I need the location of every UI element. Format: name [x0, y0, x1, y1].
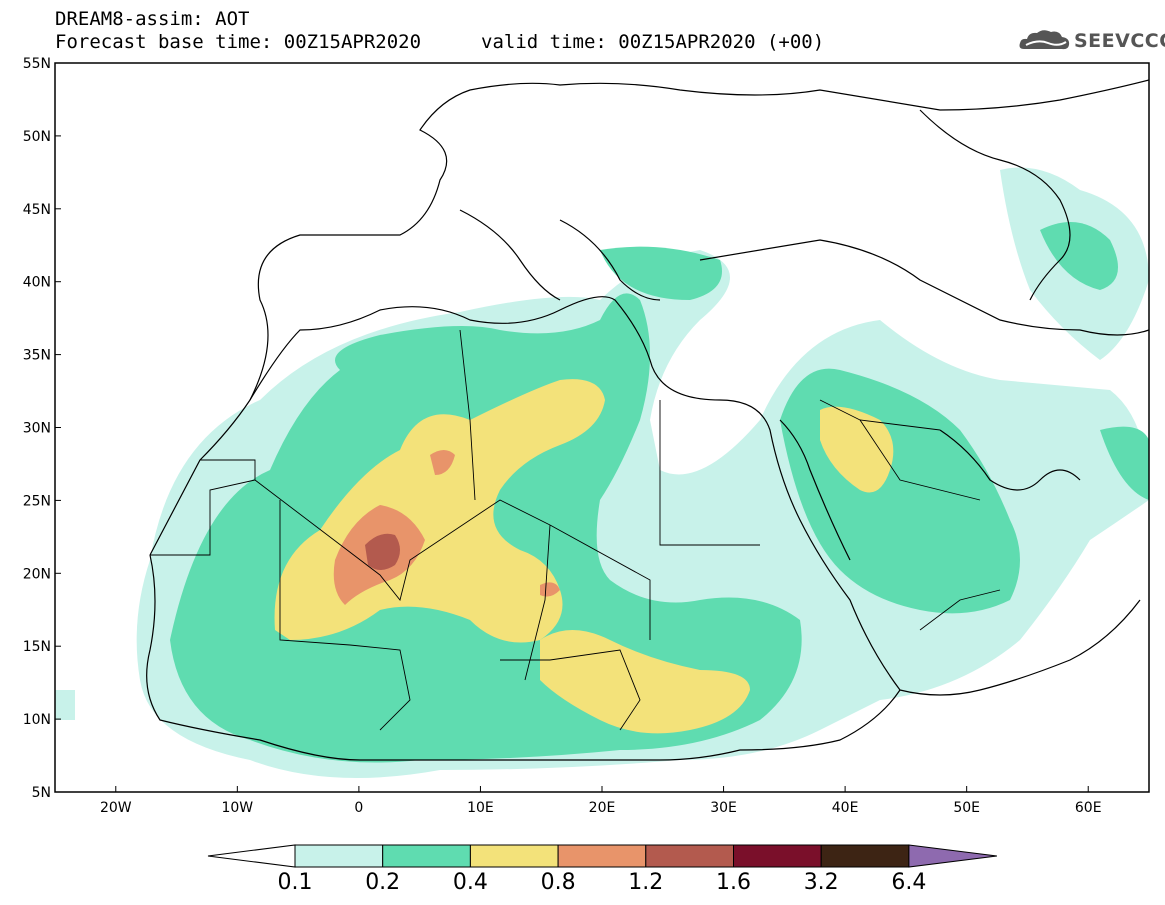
colorbar-swatch	[294, 844, 384, 868]
colorbar-swatch	[733, 844, 822, 868]
coastlines	[146, 79, 1149, 761]
lon-label: 20E	[589, 800, 616, 816]
lat-label: 5N	[32, 785, 51, 801]
colorbar-label: 0.1	[278, 870, 313, 895]
colorbar-label: 1.2	[628, 870, 663, 895]
lat-label: 10N	[23, 712, 51, 728]
logo-text: SEEVCCC	[1074, 30, 1165, 52]
lat-label: 20N	[23, 566, 51, 582]
axis-ticks	[55, 62, 1089, 793]
borders	[150, 329, 1001, 731]
lon-label: 0	[354, 800, 363, 816]
colorbar-swatches	[207, 844, 997, 868]
colorbar-labels: 0.1 0.2 0.4 0.8 1.2 1.6 3.2 6.4	[278, 870, 927, 895]
colorbar-swatch	[557, 844, 647, 868]
cloud-icon	[1019, 30, 1070, 50]
lat-label: 55N	[23, 56, 51, 72]
colorbar-swatch	[382, 844, 471, 868]
valid-time: valid time: 00Z15APR2020 (+00)	[481, 31, 825, 53]
lon-label: 10E	[467, 800, 494, 816]
lon-label: 40E	[832, 800, 859, 816]
map-title: DREAM8-assim: AOT	[55, 8, 250, 30]
colorbar-low-arrow	[207, 844, 296, 868]
lat-label: 45N	[23, 202, 51, 218]
colorbar-label: 0.4	[453, 870, 488, 895]
colorbar-swatch	[820, 844, 910, 868]
colorbar-label: 0.2	[365, 870, 400, 895]
colorbar-high-arrow	[908, 844, 997, 868]
lat-labels: 55N 50N 45N 40N 35N 30N 25N 20N 15N 10N 5N	[23, 56, 51, 801]
seevccc-logo: SEEVCCC	[1018, 27, 1165, 55]
lon-labels: 20W 10W 0 10E 20E 30E 40E 50E 60E	[100, 800, 1102, 816]
colorbar-label: 6.4	[891, 870, 926, 895]
lon-label: 60E	[1075, 800, 1102, 816]
lon-label: 50E	[953, 800, 980, 816]
colorbar-swatch	[469, 844, 559, 868]
colorbar-swatch	[645, 844, 734, 868]
lat-label: 40N	[23, 275, 51, 291]
colorbar-label: 0.8	[541, 870, 576, 895]
aot-field-1.2-1.6	[365, 533, 400, 570]
lon-label: 30E	[710, 800, 737, 816]
colorbar-label: 3.2	[804, 870, 839, 895]
lon-label: 20W	[100, 800, 132, 816]
lat-label: 50N	[23, 129, 51, 145]
lat-label: 25N	[23, 493, 51, 509]
lat-label: 15N	[23, 639, 51, 655]
lat-label: 30N	[23, 421, 51, 437]
colorbar-label: 1.6	[716, 870, 751, 895]
lon-label: 10W	[221, 800, 253, 816]
lat-label: 35N	[23, 348, 51, 364]
forecast-base-time: Forecast base time: 00Z15APR2020	[55, 31, 422, 53]
